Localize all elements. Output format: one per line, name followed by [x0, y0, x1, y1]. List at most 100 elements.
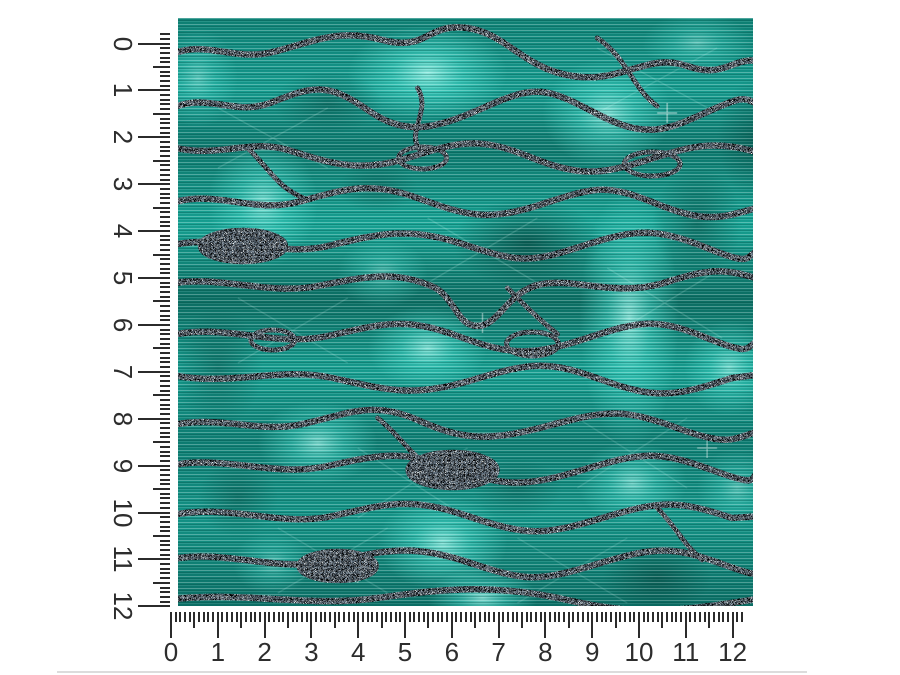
ruler-tick: [138, 89, 170, 92]
ruler-tick: [160, 131, 170, 134]
ruler-tick: [343, 612, 346, 622]
ruler-number: 12: [108, 591, 138, 621]
ruler-tick: [202, 612, 205, 622]
ruler-number: 0: [108, 36, 138, 51]
ruler-tick: [160, 140, 170, 143]
ruler-tick: [432, 612, 435, 622]
ruler-number: 11: [108, 545, 138, 573]
ruler-tick: [375, 612, 378, 622]
ruler-tick: [160, 595, 170, 598]
ruler-number: 9: [584, 637, 600, 667]
ruler-tick: [160, 525, 170, 528]
ruler-tick: [138, 464, 170, 467]
ruler-tick: [347, 612, 350, 622]
ruler-tick: [558, 612, 561, 622]
ruler-tick: [160, 173, 170, 176]
ruler-tick: [544, 612, 547, 638]
ruler-tick: [160, 342, 170, 345]
ruler-tick: [138, 511, 170, 514]
ruler-number: 2: [257, 637, 272, 667]
ruler-tick: [160, 61, 170, 64]
ruler-tick: [160, 413, 170, 415]
ruler-tick: [160, 328, 170, 331]
ruler-tick: [160, 291, 170, 294]
ruler-tick: [160, 201, 170, 204]
ruler-tick: [282, 612, 285, 622]
ruler-tick: [160, 75, 170, 78]
ruler-tick: [591, 612, 594, 638]
ruler-tick: [305, 612, 308, 622]
ruler-tick: [647, 612, 650, 622]
ruler-tick: [160, 164, 170, 167]
ruler-number: 6: [444, 637, 460, 667]
ruler-number: 10: [624, 637, 654, 667]
ruler-tick: [160, 530, 170, 533]
ruler-tick: [712, 612, 715, 622]
ruler-tick: [160, 563, 170, 566]
ruler-tick: [153, 347, 170, 350]
ruler-tick: [153, 300, 170, 303]
ruler-tick: [160, 234, 170, 237]
ruler-tick: [478, 612, 481, 622]
ruler-tick: [153, 488, 170, 491]
ruler-tick: [464, 612, 467, 622]
ruler-tick: [160, 502, 170, 505]
ruler-tick: [436, 612, 439, 622]
ruler-tick: [160, 244, 170, 247]
ruler-tick: [221, 612, 224, 622]
ruler-tick: [726, 612, 729, 622]
ruler-tick: [258, 612, 261, 622]
ruler-tick: [563, 612, 566, 622]
ruler-number: 8: [108, 411, 138, 426]
ruler-tick: [160, 216, 170, 219]
ruler-tick: [666, 612, 669, 622]
ruler-number: 1: [108, 83, 138, 98]
ruler-tick: [240, 612, 243, 628]
ruler-number: 6: [108, 317, 138, 333]
ruler-tick: [441, 612, 444, 622]
ruler-tick: [352, 612, 355, 622]
ruler-tick: [160, 366, 170, 369]
ruler-tick: [160, 314, 170, 317]
ruler-tick: [160, 309, 170, 312]
ruler-tick: [675, 612, 678, 622]
ruler-tick: [703, 612, 706, 622]
ruler-tick: [160, 544, 170, 547]
ruler-tick: [357, 612, 360, 638]
ruler-tick: [160, 122, 170, 125]
ruler-tick: [361, 612, 364, 622]
ruler-number: 4: [108, 223, 138, 239]
ruler-tick: [380, 612, 383, 628]
ruler-tick: [160, 492, 170, 495]
ruler-tick: [450, 612, 453, 638]
ruler-tick: [315, 612, 318, 622]
ruler-tick: [138, 136, 170, 139]
ruler-tick: [160, 333, 170, 336]
ruler-tick: [188, 612, 191, 622]
ruler-tick: [497, 612, 500, 638]
ruler-tick: [160, 408, 170, 411]
ruler-tick: [193, 612, 196, 628]
ruler-tick: [572, 612, 575, 622]
ruler-number: 9: [108, 458, 138, 473]
ruler-tick: [160, 572, 170, 575]
ruler-tick: [184, 612, 187, 622]
ruler-tick: [389, 612, 392, 622]
ruler-tick: [160, 591, 170, 594]
ruler-tick: [268, 612, 271, 622]
ruler-number: 7: [491, 637, 506, 667]
ruler-tick: [160, 145, 170, 148]
ruler-tick: [708, 612, 711, 628]
ruler-tick: [160, 305, 170, 308]
ruler-tick: [160, 384, 170, 387]
ruler-tick: [160, 361, 170, 364]
ruler-tick: [138, 183, 170, 186]
ruler-tick: [153, 65, 170, 68]
ruler-tick: [717, 612, 720, 622]
ruler-tick: [525, 612, 528, 622]
ruler-tick: [404, 612, 406, 638]
ruler-tick: [160, 47, 170, 50]
ruler-tick: [138, 370, 170, 373]
ruler-tick: [160, 520, 170, 523]
ruler-tick: [160, 239, 170, 242]
